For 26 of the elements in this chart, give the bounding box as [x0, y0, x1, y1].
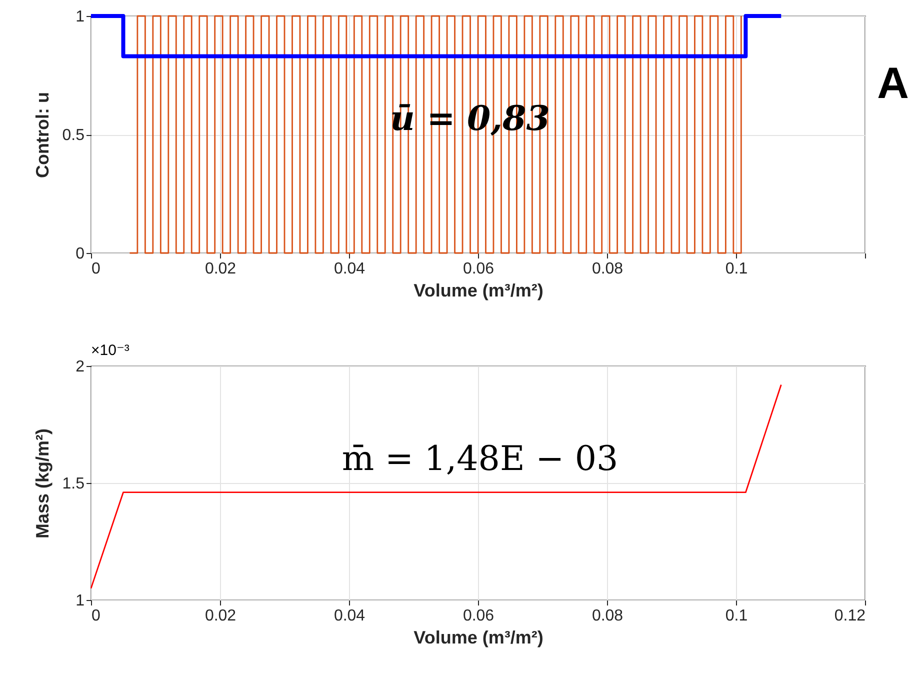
y-tick-label: 0.5	[62, 127, 85, 144]
text: ×10⁻³	[91, 342, 130, 359]
x-tick-label: 0.06	[462, 260, 494, 278]
x-tick-label: 0.06	[462, 608, 494, 624]
x-tick-label: 0	[92, 608, 100, 624]
text: A	[877, 59, 909, 108]
y-axis-title: Mass (kg/m²)	[32, 428, 52, 539]
x-tick-label: 0.02	[204, 608, 236, 624]
y-axis-title: Control: u	[32, 92, 52, 178]
x-tick-label: 0	[92, 260, 100, 278]
x-axis-title: Volume (m³/m²)	[414, 280, 544, 300]
x-tick-label: 0.08	[592, 260, 624, 278]
y-tick-label: 1	[76, 8, 85, 26]
x-tick-label: 0.02	[204, 260, 236, 278]
x-tick-label: 0.04	[334, 608, 366, 624]
x-tick-label: 0.1	[725, 260, 748, 278]
x-axis-title: Volume (m³/m²)	[414, 628, 544, 648]
annotation: m̄ = 1,48E − 03	[342, 439, 618, 479]
y-tick-label: 1	[76, 592, 85, 610]
y-tick-label: 0	[76, 246, 85, 262]
x-tick-label: 0.08	[592, 608, 624, 624]
y-tick-label: 1.5	[62, 476, 85, 492]
x-tick-label: 0.04	[334, 260, 366, 278]
x-tick-label: 0.1	[725, 608, 748, 624]
x-tick-label: 0.12	[834, 608, 866, 624]
y-tick-label: 2	[76, 358, 85, 376]
